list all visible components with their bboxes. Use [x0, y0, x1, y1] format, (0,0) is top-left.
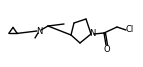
Text: N: N [36, 27, 42, 36]
Text: O: O [104, 44, 110, 54]
Text: N: N [89, 29, 95, 39]
Text: Cl: Cl [126, 26, 134, 35]
